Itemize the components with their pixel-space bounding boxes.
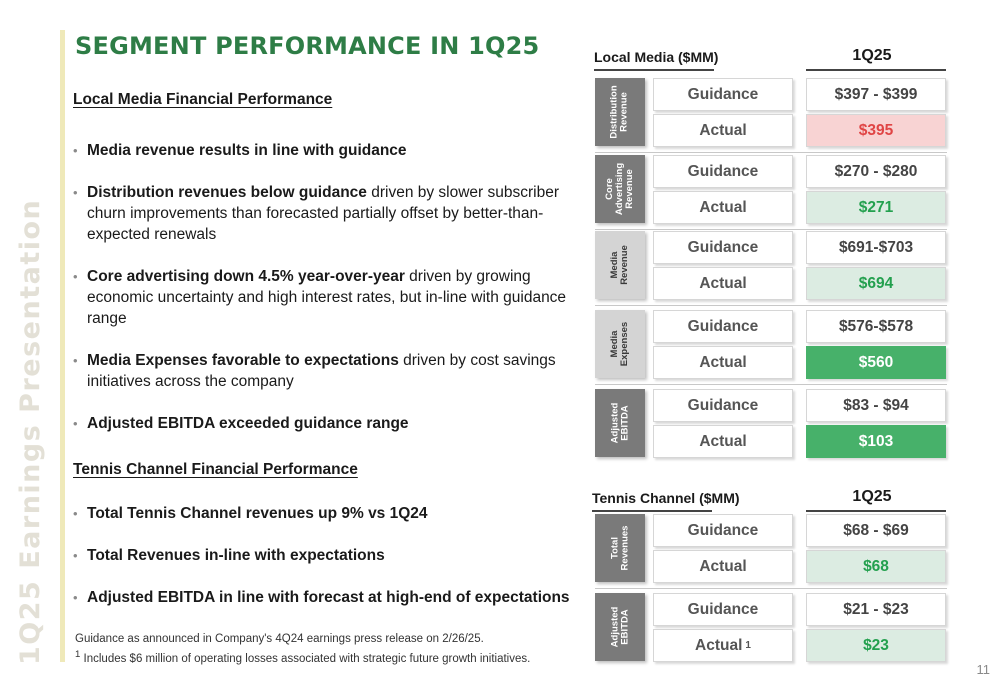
bullet-item: Distribution revenues below guidance dri… [73,182,573,245]
guidance-label: Guidance [653,310,793,343]
guidance-value: $270 - $280 [806,155,946,188]
page-number: 11 [976,662,991,677]
bullet-strong-text: Media Expenses favorable to expectations [87,352,399,369]
actual-label-text: Actual [699,274,747,292]
footnote-text: Includes $6 million of operating losses … [80,652,531,665]
bullet-item: Media Expenses favorable to expectations… [73,350,573,392]
actual-label: Actual [653,114,793,147]
page-title: SEGMENT PERFORMANCE IN 1Q25 [75,32,540,60]
actual-label: Actual [653,191,793,224]
bullet-detail-text: driven by slower subscriber churn improv… [87,184,560,243]
header-rule [806,69,946,71]
metric-label: Core Advertising Revenue [595,155,645,223]
local-media-heading: Local Media Financial Performance [73,91,333,108]
bullet-strong-text: Adjusted EBITDA in line with forecast at… [87,589,570,606]
footnote-operating-losses: 1 Includes $6 million of operating losse… [75,647,530,667]
guidance-value: $68 - $69 [806,514,946,547]
actual-label-text: Actual [699,198,747,216]
bullet-item: Adjusted EBITDA exceeded guidance range [73,413,573,434]
footnote-marker: 1 [75,649,81,660]
guidance-label: Guidance [653,593,793,626]
bullet-strong-text: Total Revenues in-line with expectations [87,547,385,564]
bullet-detail-text: driven by growing economic uncertainty a… [87,268,567,327]
bullet-item: Media revenue results in line with guida… [73,140,573,161]
metric-label-text: Media Expenses [609,321,630,367]
tennis-table-header: Tennis Channel ($MM) 1Q25 [592,488,946,512]
actual-label: Actual [653,550,793,583]
group-separator [595,229,947,230]
guidance-label: Guidance [653,389,793,422]
actual-label: Actual [653,425,793,458]
bullet-strong-text: Media revenue results in line with guida… [87,142,407,159]
group-separator [595,305,947,306]
actual-value: $271 [806,191,946,224]
local-media-bullets: Media revenue results in line with guida… [73,140,573,434]
metric-label: Adjusted EBITDA [595,389,645,457]
bullet-strong-text: Adjusted EBITDA exceeded guidance range [87,415,409,432]
bullet-item: Total Tennis Channel revenues up 9% vs 1… [73,503,573,524]
bullet-strong-text: Total Tennis Channel revenues up 9% vs 1… [87,505,428,522]
actual-label-text: Actual [699,432,747,450]
bullet-strong-text: Core advertising down 4.5% year-over-yea… [87,268,405,285]
header-rule [806,510,946,512]
bullet-item: Total Revenues in-line with expectations [73,545,573,566]
guidance-label: Guidance [653,231,793,264]
actual-value: $560 [806,346,946,379]
actual-label-text: Actual [699,557,747,575]
actual-value: $68 [806,550,946,583]
metric-label: Total Revenues [595,514,645,582]
metric-label-text: Total Revenues [608,525,630,571]
metric-label-text: Media Revenue [608,245,630,285]
side-vertical-title: 1Q25 Earnings Presentation [15,198,46,665]
tennis-table-title: Tennis Channel ($MM) [592,490,740,506]
actual-value: $694 [806,267,946,300]
actual-value: $23 [806,629,946,662]
guidance-value: $576-$578 [806,310,946,343]
group-separator [595,588,947,589]
guidance-value: $691-$703 [806,231,946,264]
footnote-guidance: Guidance as announced in Company's 4Q24 … [75,633,484,645]
actual-value: $395 [806,114,946,147]
bullet-detail-text: driven by cost savings initiatives acros… [87,352,556,390]
tennis-bullets: Total Tennis Channel revenues up 9% vs 1… [73,503,573,608]
metric-label-text: Distribution Revenue [609,85,630,139]
bullet-item: Core advertising down 4.5% year-over-yea… [73,266,573,329]
guidance-label: Guidance [653,155,793,188]
metric-label-text: Adjusted EBITDA [608,402,630,444]
actual-label: Actual [653,267,793,300]
actual-label-text: Actual [699,353,747,371]
guidance-value: $397 - $399 [806,78,946,111]
footnote-marker: 1 [745,640,751,651]
header-rule [592,510,712,512]
tennis-heading: Tennis Channel Financial Performance [73,461,358,478]
metric-label-text: Adjusted EBITDA [608,606,630,648]
local-media-period: 1Q25 [852,47,892,64]
metric-label-text: Core Advertising Revenue [604,162,636,216]
footnotes: Guidance as announced in Company's 4Q24 … [75,632,530,667]
group-separator [595,152,947,153]
guidance-label: Guidance [653,78,793,111]
actual-value: $103 [806,425,946,458]
actual-label-text: Actual [695,636,743,654]
actual-label: Actual [653,346,793,379]
actual-label: Actual 1 [653,629,793,662]
metric-label: Media Revenue [595,231,645,299]
accent-bar [60,30,65,662]
metric-label: Distribution Revenue [595,78,645,146]
bullet-item: Adjusted EBITDA in line with forecast at… [73,587,573,608]
tennis-period: 1Q25 [852,488,892,505]
header-rule [594,69,714,71]
metric-label: Adjusted EBITDA [595,593,645,661]
metric-label: Media Expenses [595,310,645,378]
local-media-table-header: Local Media ($MM) 1Q25 [594,47,946,71]
guidance-value: $21 - $23 [806,593,946,626]
bullet-strong-text: Distribution revenues below guidance [87,184,367,201]
group-separator [595,384,947,385]
local-media-table-title: Local Media ($MM) [594,49,719,65]
guidance-value: $83 - $94 [806,389,946,422]
actual-label-text: Actual [699,121,747,139]
guidance-label: Guidance [653,514,793,547]
